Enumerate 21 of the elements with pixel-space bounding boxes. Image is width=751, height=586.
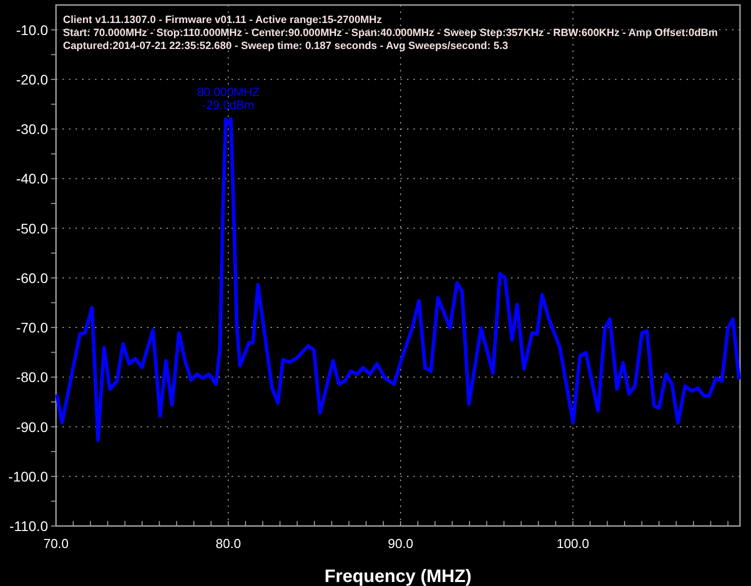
x-axis-title: Frequency (MHZ): [324, 566, 472, 586]
y-tick-label: -10.0: [16, 22, 48, 38]
y-tick-label: -70.0: [16, 320, 48, 336]
y-tick-label: -30.0: [16, 121, 48, 138]
y-tick-label: -90.0: [16, 418, 48, 435]
y-tick-label: -50.0: [16, 220, 48, 236]
y-tick-label: -20.0: [16, 71, 48, 88]
x-tick-label: 100.0: [556, 536, 590, 551]
annotation: Captured:2014-07-21 22:35:52.680 - Sweep time: 0.187 seconds - Avg Sweeps/second: 5.3: [63, 40, 508, 52]
annotation: 80.000MHZ -29.0dBm: [196, 85, 260, 112]
y-tick-label: -60.0: [16, 270, 48, 286]
y-tick-label: -110.0: [9, 518, 48, 534]
y-tick-label: -100.0: [8, 468, 48, 484]
line-series: [55, 117, 741, 442]
annotation: Start: 70.000MHz - Stop:110.000MHz - Center:90.000MHz - Span:40.000MHz - Sweep Step:357KHz - RBW:600KHz - Amp Offset:0dBm: [63, 27, 718, 39]
x-tick-label: 70.0: [43, 536, 69, 551]
y-tick-label: -80.0: [16, 369, 48, 386]
annotation: Client v1.11.1307.0 - Firmware v01.11 - Active range:15-2700MHz: [63, 14, 382, 26]
x-tick-label: 80.0: [216, 536, 241, 551]
x-tick-label: 90.0: [388, 536, 414, 551]
y-tick-label: -40.0: [16, 170, 48, 187]
